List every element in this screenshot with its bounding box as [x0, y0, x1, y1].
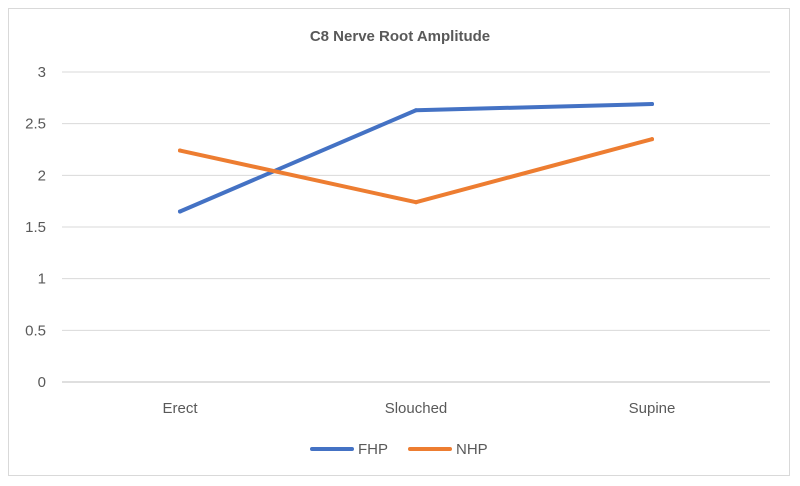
legend: FHP NHP — [310, 441, 488, 458]
gridlines — [62, 71, 770, 383]
y-tick-label: 1.5 — [25, 219, 46, 236]
series-line-nhp — [178, 137, 654, 205]
x-tick-label: Slouched — [385, 400, 448, 417]
y-tick-label: 3 — [38, 64, 46, 81]
data-point-fhp — [650, 102, 654, 107]
y-tick-label: 2.5 — [25, 116, 46, 133]
data-point-nhp — [414, 200, 418, 205]
data-point-nhp — [650, 137, 654, 142]
chart-frame — [8, 8, 790, 476]
x-tick-label: Supine — [629, 400, 676, 417]
x-tick-label: Erect — [162, 400, 198, 417]
y-tick-label: 2 — [38, 167, 46, 184]
data-point-nhp — [178, 148, 182, 153]
y-tick-label: 0 — [38, 374, 46, 391]
series-lines — [178, 102, 654, 214]
legend-label-fhp: FHP — [358, 441, 388, 458]
x-axis-ticks: Erect Slouched Supine — [162, 400, 675, 417]
chart-title: C8 Nerve Root Amplitude — [310, 28, 490, 45]
data-point-fhp — [178, 209, 182, 214]
data-point-fhp — [414, 108, 418, 113]
y-tick-label: 1 — [38, 271, 46, 288]
y-axis-ticks: 0 0.5 1 1.5 2 2.5 3 — [25, 64, 46, 391]
y-tick-label: 0.5 — [25, 322, 46, 339]
legend-label-nhp: NHP — [456, 441, 488, 458]
